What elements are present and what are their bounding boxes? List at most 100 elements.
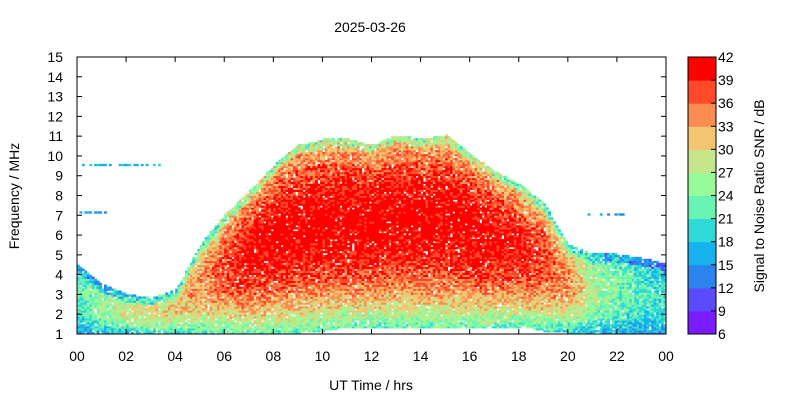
heatmap-cell: [199, 264, 203, 268]
heatmap-cell: [280, 195, 284, 198]
heatmap-cell: [187, 268, 191, 272]
heatmap-cell: [94, 288, 98, 291]
heatmap-cell: [246, 235, 250, 238]
heatmap-cell: [317, 195, 321, 198]
heatmap-cell: [224, 308, 228, 311]
heatmap-cell: [312, 183, 316, 187]
heatmap-cell: [285, 189, 289, 192]
heatmap-cell: [285, 270, 289, 274]
heatmap-cell: [216, 274, 220, 278]
heatmap-cell: [253, 205, 257, 208]
heatmap-cell: [285, 314, 289, 317]
heatmap-cell: [234, 235, 237, 238]
heatmap-cell: [273, 195, 277, 198]
heatmap-cell: [113, 314, 117, 317]
heatmap-cell: [315, 167, 318, 171]
heatmap-cell: [199, 280, 203, 283]
heatmap-cell: [153, 298, 156, 301]
heatmap-cell: [209, 264, 213, 268]
heatmap-cell: [302, 256, 306, 260]
heatmap-cell: [324, 326, 328, 329]
heatmap-cell: [310, 278, 313, 281]
heatmap-cell: [285, 209, 289, 212]
heatmap-cell: [214, 272, 218, 276]
heatmap-cell: [231, 260, 235, 264]
heatmap-cell: [204, 330, 208, 333]
heatmap-cell: [86, 304, 90, 307]
heatmap-cell: [302, 262, 306, 266]
heatmap-cell: [307, 270, 311, 274]
heatmap-cell: [204, 256, 208, 260]
heatmap-cell: [243, 268, 247, 272]
heatmap-cell: [280, 201, 284, 204]
heatmap-cell: [224, 274, 228, 278]
heatmap-cell: [101, 314, 105, 317]
heatmap-cell: [189, 304, 193, 307]
heatmap-cell: [204, 296, 208, 299]
heatmap-cell: [302, 227, 306, 230]
heatmap-cell: [86, 272, 90, 276]
heatmap-cell: [319, 250, 323, 254]
heatmap-cell: [204, 314, 208, 317]
heatmap-cell: [126, 314, 129, 317]
heatmap-cell: [226, 300, 230, 303]
heatmap-cell: [275, 211, 279, 214]
heatmap-cell: [300, 144, 304, 147]
heatmap-cell: [292, 276, 296, 279]
heatmap-cell: [261, 187, 264, 190]
heatmap-cell: [246, 254, 250, 258]
heatmap-cell: [199, 276, 203, 279]
heatmap-cell: [101, 310, 105, 313]
heatmap-cell: [189, 300, 193, 303]
heatmap-cell: [324, 175, 328, 179]
heatmap-cell: [140, 316, 144, 319]
heatmap-cell: [253, 272, 257, 276]
heatmap-cell: [219, 310, 223, 313]
heatmap-cell: [197, 252, 201, 256]
heatmap-cell: [94, 294, 98, 297]
heatmap-cell: [221, 219, 225, 222]
heatmap-cell: [258, 274, 262, 278]
heatmap-cell: [310, 288, 313, 291]
heatmap-cell: [295, 276, 299, 279]
heatmap-cell: [295, 256, 299, 260]
heatmap-cell: [133, 312, 137, 315]
heatmap-cell: [224, 264, 228, 268]
heatmap-cell: [283, 185, 287, 188]
heatmap-cell: [290, 298, 294, 301]
heatmap-cell: [295, 252, 299, 256]
heatmap-cell: [118, 314, 122, 317]
heatmap-cell: [278, 183, 282, 187]
heatmap-cell: [251, 242, 255, 246]
heatmap-cell: [317, 292, 321, 295]
heatmap-cell: [135, 330, 139, 333]
heatmap-cell: [197, 282, 201, 285]
heatmap-cell: [312, 330, 316, 333]
heatmap-cell: [226, 215, 230, 218]
heatmap-cell: [251, 239, 255, 242]
heatmap-cell: [238, 266, 242, 270]
heatmap-cell: [307, 324, 311, 327]
heatmap-cell: [221, 244, 225, 248]
heatmap-cell: [207, 312, 210, 315]
heatmap-cell: [121, 322, 125, 325]
heatmap-cell: [307, 191, 311, 194]
heatmap-cell: [256, 262, 260, 266]
heatmap-cell: [202, 270, 206, 274]
heatmap-cell: [302, 239, 306, 242]
heatmap-cell: [283, 316, 287, 319]
heatmap-cell: [263, 213, 267, 216]
heatmap-cell: [81, 280, 85, 283]
heatmap-cell: [143, 312, 147, 315]
heatmap-cell: [278, 310, 282, 313]
heatmap-cell: [209, 330, 213, 333]
heatmap-cell: [214, 227, 218, 230]
heatmap-cell: [246, 256, 250, 260]
heatmap-cell: [251, 322, 255, 325]
heatmap-cell: [79, 306, 83, 309]
heatmap-cell: [275, 276, 279, 279]
heatmap-cell: [265, 221, 269, 224]
heatmap-cell: [133, 310, 137, 313]
heatmap-cell: [184, 284, 188, 287]
heatmap-cell: [251, 258, 255, 262]
